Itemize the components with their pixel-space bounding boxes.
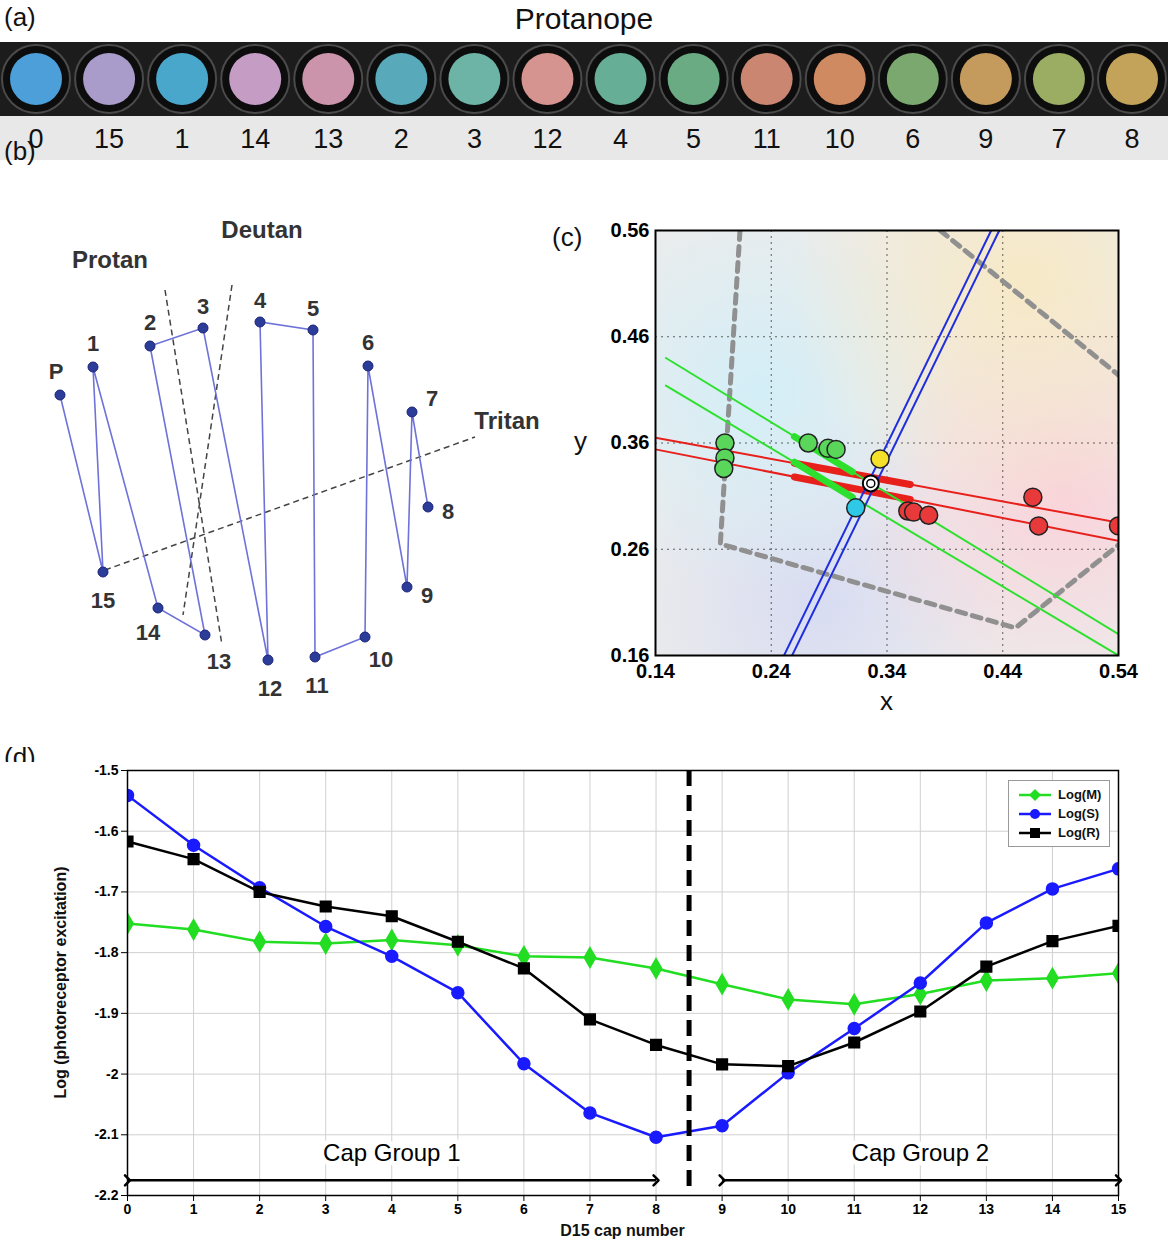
html-text:(a): (a) <box>4 2 36 32</box>
svg-text:9: 9 <box>978 124 993 154</box>
svg-text:2: 2 <box>394 124 409 154</box>
svg-text:1: 1 <box>175 124 190 154</box>
svg-text:-1.8: -1.8 <box>94 944 118 960</box>
svg-text:12: 12 <box>532 124 562 154</box>
svg-text:1: 1 <box>87 331 99 356</box>
svg-text:14: 14 <box>136 620 161 645</box>
svg-text:8: 8 <box>652 1201 660 1217</box>
svg-text:15: 15 <box>91 588 115 613</box>
svg-text:0: 0 <box>124 1201 132 1217</box>
svg-text:14: 14 <box>1045 1201 1061 1217</box>
svg-text:9: 9 <box>718 1201 726 1217</box>
svg-text:8: 8 <box>442 499 454 524</box>
svg-text:4: 4 <box>254 288 267 313</box>
svg-text:0.46: 0.46 <box>611 325 650 347</box>
svg-text:7: 7 <box>426 386 438 411</box>
svg-text:Cap Group 1: Cap Group 1 <box>323 1139 460 1166</box>
html-text:D15 cap number: D15 cap number <box>560 1222 685 1239</box>
svg-text:Protan: Protan <box>72 246 148 273</box>
svg-text:0.14: 0.14 <box>636 660 676 682</box>
html-text:y: y <box>574 426 587 456</box>
svg-text:9: 9 <box>421 583 433 608</box>
svg-text:13: 13 <box>207 649 231 674</box>
svg-text:2: 2 <box>256 1201 264 1217</box>
svg-text:11: 11 <box>753 124 781 154</box>
svg-text:-2.2: -2.2 <box>94 1187 118 1203</box>
svg-text:15: 15 <box>94 124 124 154</box>
svg-text:3: 3 <box>197 294 209 319</box>
svg-text:11: 11 <box>847 1201 862 1217</box>
svg-text:4: 4 <box>388 1201 396 1217</box>
svg-text:7: 7 <box>1051 124 1066 154</box>
svg-text:12: 12 <box>913 1201 929 1217</box>
html-text:(b): (b) <box>4 136 36 166</box>
svg-text:6: 6 <box>905 124 920 154</box>
svg-text:0.56: 0.56 <box>611 220 650 241</box>
svg-text:0: 0 <box>28 124 44 154</box>
html-text:Log(S): Log(S) <box>1058 806 1100 821</box>
svg-text:10: 10 <box>780 1201 796 1217</box>
svg-text:Tritan: Tritan <box>474 407 539 434</box>
svg-text:8: 8 <box>1124 124 1139 154</box>
svg-text:0.16: 0.16 <box>610 643 650 666</box>
svg-text:11: 11 <box>305 673 328 698</box>
svg-text:Deutan: Deutan <box>221 216 302 243</box>
svg-text:6: 6 <box>520 1201 528 1217</box>
svg-text:-1.6: -1.6 <box>94 823 118 839</box>
svg-text:15: 15 <box>1111 1201 1127 1217</box>
svg-text:14: 14 <box>240 124 270 154</box>
html-text:(d): (d) <box>4 742 36 772</box>
svg-text:Cap Group 2: Cap Group 2 <box>852 1139 989 1166</box>
svg-text:5: 5 <box>686 124 701 154</box>
html-text:x: x <box>880 686 893 716</box>
svg-text:10: 10 <box>825 124 855 154</box>
svg-text:2: 2 <box>144 310 156 335</box>
svg-text:0.44: 0.44 <box>983 660 1023 682</box>
svg-text:-1.9: -1.9 <box>94 1005 118 1021</box>
svg-text:3: 3 <box>322 1201 330 1217</box>
svg-text:0.34: 0.34 <box>868 660 908 682</box>
svg-text:13: 13 <box>313 124 343 154</box>
svg-text:0.26: 0.26 <box>611 538 650 560</box>
svg-text:5: 5 <box>454 1201 462 1217</box>
svg-text:4: 4 <box>613 124 628 154</box>
svg-text:3: 3 <box>467 124 482 154</box>
svg-text:13: 13 <box>979 1201 995 1217</box>
svg-text:-2: -2 <box>106 1066 119 1082</box>
html-text:Log(M): Log(M) <box>1058 787 1102 802</box>
svg-text:12: 12 <box>258 676 282 701</box>
svg-text:-1.5: -1.5 <box>94 762 118 778</box>
svg-text:P: P <box>49 359 64 384</box>
svg-text:5: 5 <box>307 296 319 321</box>
svg-text:0.24: 0.24 <box>752 660 792 682</box>
svg-text:-1.7: -1.7 <box>94 883 118 899</box>
html-text:Log(R): Log(R) <box>1058 825 1100 840</box>
svg-text:0.54: 0.54 <box>1099 660 1139 682</box>
svg-text:1: 1 <box>190 1201 198 1217</box>
svg-text:10: 10 <box>369 647 393 672</box>
html-text:Log (photoreceptor excitation): Log (photoreceptor excitation) <box>52 866 69 1099</box>
html-text:Protanope: Protanope <box>514 2 654 35</box>
svg-text:0.36: 0.36 <box>611 431 650 453</box>
svg-text:6: 6 <box>362 330 374 355</box>
svg-text:7: 7 <box>586 1201 594 1217</box>
html-text:(c): (c) <box>552 222 583 252</box>
svg-text:-2.1: -2.1 <box>94 1126 118 1142</box>
